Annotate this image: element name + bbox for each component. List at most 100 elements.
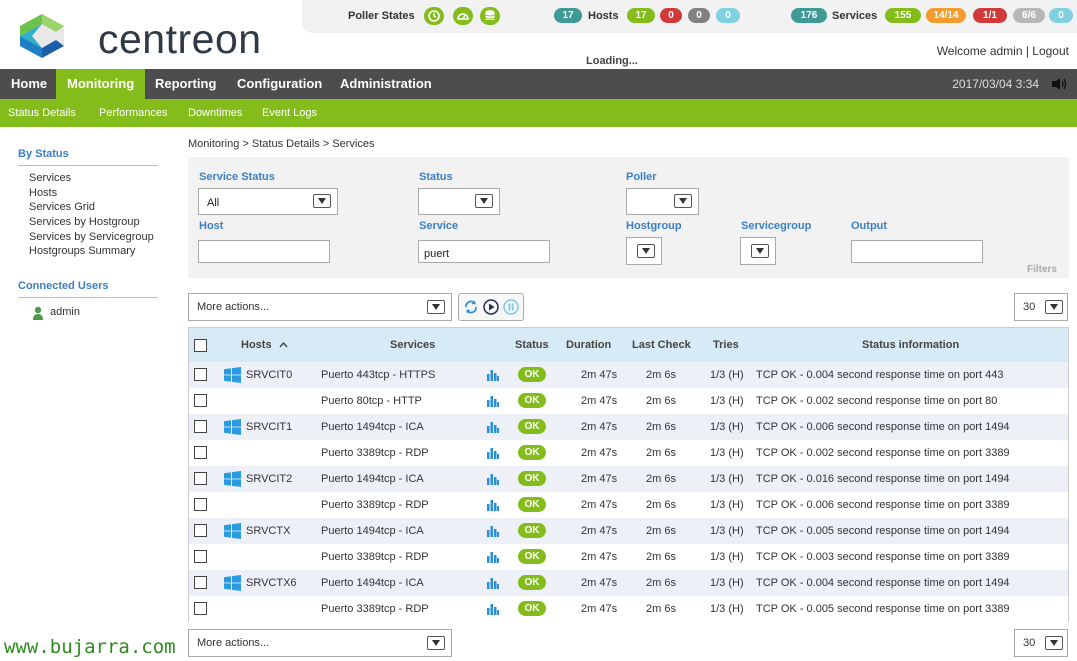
subnav-downtimes[interactable]: Downtimes	[188, 107, 243, 119]
select-all-checkbox[interactable]	[194, 339, 207, 352]
host-input[interactable]	[198, 240, 330, 263]
row-checkbox[interactable]	[194, 420, 207, 433]
cell-service[interactable]: Puerto 1494tcp - ICA	[321, 577, 424, 589]
cell-service[interactable]: Puerto 1494tcp - ICA	[321, 421, 424, 433]
sort-asc-icon[interactable]	[279, 342, 288, 348]
table-row[interactable]: Puerto 80tcp - HTTP OK 2m 47s 2m 6s 1/3 (H) T…	[189, 388, 1068, 414]
welcome-logout[interactable]: Welcome admin | Logout	[936, 44, 1069, 58]
table-row[interactable]: SRVCTX Puerto 1494tcp - ICA OK 2m 47s 2m 6s 1…	[189, 518, 1068, 544]
nav-monitoring[interactable]: Monitoring	[56, 69, 146, 99]
cell-host[interactable]: SRVCIT1	[246, 421, 293, 433]
sidebar-item-services-by-hostgroup[interactable]: Services by Hostgroup	[29, 216, 140, 228]
table-row[interactable]: SRVCIT1 Puerto 1494tcp - ICA OK 2m 47s 2m 6s…	[189, 414, 1068, 440]
hosts-total-badge[interactable]: 17	[554, 8, 582, 23]
graph-icon[interactable]	[487, 395, 499, 407]
row-checkbox[interactable]	[194, 446, 207, 459]
subnav-status-details[interactable]: Status Details	[8, 107, 76, 119]
sidebar-item-hosts[interactable]: Hosts	[29, 187, 58, 199]
sidebar-item-hostgroups-summary[interactable]: Hostgroups Summary	[29, 245, 136, 257]
poller-database-icon[interactable]	[480, 7, 500, 25]
col-tries[interactable]: Tries	[713, 339, 739, 351]
col-last-check[interactable]: Last Check	[632, 339, 691, 351]
page-size-select-bottom[interactable]: 30	[1014, 629, 1068, 657]
connected-user-name[interactable]: admin	[50, 306, 80, 318]
col-hosts[interactable]: Hosts	[241, 339, 272, 351]
services-ok-badge[interactable]: 155	[885, 8, 921, 23]
cell-service[interactable]: Puerto 1494tcp - ICA	[321, 473, 424, 485]
poller-latency-icon[interactable]	[453, 7, 473, 25]
servicegroup-select[interactable]	[740, 237, 776, 265]
col-status-information[interactable]: Status information	[862, 339, 960, 351]
subnav-event-logs[interactable]: Event Logs	[262, 107, 318, 119]
row-checkbox[interactable]	[194, 576, 207, 589]
hosts-unreachable-badge[interactable]: 0	[688, 8, 710, 23]
row-checkbox[interactable]	[194, 602, 207, 615]
services-total-badge[interactable]: 176	[791, 8, 827, 23]
filters-toggle[interactable]: Filters	[1026, 264, 1057, 275]
graph-icon[interactable]	[487, 525, 499, 537]
cell-service[interactable]: Puerto 3389tcp - RDP	[321, 551, 429, 563]
sidebar-item-services-grid[interactable]: Services Grid	[29, 201, 96, 213]
graph-icon[interactable]	[487, 551, 499, 563]
cell-host[interactable]: SRVCTX	[246, 525, 291, 537]
pause-icon[interactable]	[503, 299, 519, 315]
sound-icon[interactable]	[1051, 77, 1067, 91]
col-duration[interactable]: Duration	[566, 339, 612, 351]
cell-service[interactable]: Puerto 3389tcp - RDP	[321, 447, 429, 459]
more-actions-select-bottom[interactable]: More actions...	[188, 629, 452, 657]
service-input[interactable]: puert	[418, 240, 550, 263]
poller-clock-icon[interactable]	[424, 7, 444, 25]
table-row[interactable]: SRVCTX6 Puerto 1494tcp - ICA OK 2m 47s 2m 6s…	[189, 570, 1068, 596]
graph-icon[interactable]	[487, 473, 499, 485]
cell-host[interactable]: SRVCIT2	[246, 473, 293, 485]
hostgroup-select[interactable]	[626, 237, 662, 265]
centreon-logo[interactable]: centreon	[16, 10, 276, 62]
table-row[interactable]: SRVCIT0 Puerto 443tcp - HTTPS OK 2m 47s 2m 6…	[189, 362, 1068, 388]
cell-service[interactable]: Puerto 3389tcp - RDP	[321, 603, 429, 615]
play-icon[interactable]	[483, 299, 499, 315]
graph-icon[interactable]	[487, 603, 499, 615]
cell-service[interactable]: Puerto 3389tcp - RDP	[321, 499, 429, 511]
nav-administration[interactable]: Administration	[340, 76, 432, 91]
graph-icon[interactable]	[487, 421, 499, 433]
table-row[interactable]: SRVCIT2 Puerto 1494tcp - ICA OK 2m 47s 2m 6s…	[189, 466, 1068, 492]
nav-reporting[interactable]: Reporting	[155, 76, 217, 91]
row-checkbox[interactable]	[194, 368, 207, 381]
nav-configuration[interactable]: Configuration	[237, 76, 323, 91]
services-unknown-badge[interactable]: 6/6	[1013, 8, 1045, 23]
cell-service[interactable]: Puerto 1494tcp - ICA	[321, 525, 424, 537]
cell-host[interactable]: SRVCTX6	[246, 577, 297, 589]
graph-icon[interactable]	[487, 577, 499, 589]
status-select[interactable]	[418, 188, 500, 215]
row-checkbox[interactable]	[194, 550, 207, 563]
services-critical-badge[interactable]: 1/1	[973, 8, 1007, 23]
sidebar-item-services-by-servicegroup[interactable]: Services by Servicegroup	[29, 231, 154, 243]
service-status-select[interactable]: All	[198, 188, 338, 215]
graph-icon[interactable]	[487, 447, 499, 459]
refresh-icon[interactable]	[463, 299, 479, 315]
services-pending-badge[interactable]: 0	[1049, 8, 1073, 23]
services-warning-badge[interactable]: 14/14	[926, 8, 966, 23]
cell-service[interactable]: Puerto 443tcp - HTTPS	[321, 369, 436, 381]
table-row[interactable]: Puerto 3389tcp - RDP OK 2m 47s 2m 6s 1/3 (H)…	[189, 492, 1068, 518]
row-checkbox[interactable]	[194, 394, 207, 407]
hosts-down-badge[interactable]: 0	[660, 8, 682, 23]
graph-icon[interactable]	[487, 499, 499, 511]
row-checkbox[interactable]	[194, 472, 207, 485]
col-services[interactable]: Services	[390, 339, 436, 351]
graph-icon[interactable]	[487, 369, 499, 381]
col-status[interactable]: Status	[515, 339, 549, 351]
table-row[interactable]: Puerto 3389tcp - RDP OK 2m 47s 2m 6s 1/3 (H)…	[189, 596, 1068, 622]
more-actions-select[interactable]: More actions...	[188, 293, 452, 321]
sidebar-item-services[interactable]: Services	[29, 172, 72, 184]
row-checkbox[interactable]	[194, 498, 207, 511]
subnav-performances[interactable]: Performances	[99, 107, 168, 119]
table-row[interactable]: Puerto 3389tcp - RDP OK 2m 47s 2m 6s 1/3 (H)…	[189, 544, 1068, 570]
nav-home[interactable]: Home	[11, 76, 48, 91]
row-checkbox[interactable]	[194, 524, 207, 537]
cell-host[interactable]: SRVCIT0	[246, 369, 293, 381]
page-size-select[interactable]: 30	[1014, 293, 1068, 321]
hosts-up-badge[interactable]: 17	[627, 8, 655, 23]
hosts-pending-badge[interactable]: 0	[716, 8, 740, 23]
output-input[interactable]	[851, 240, 983, 263]
